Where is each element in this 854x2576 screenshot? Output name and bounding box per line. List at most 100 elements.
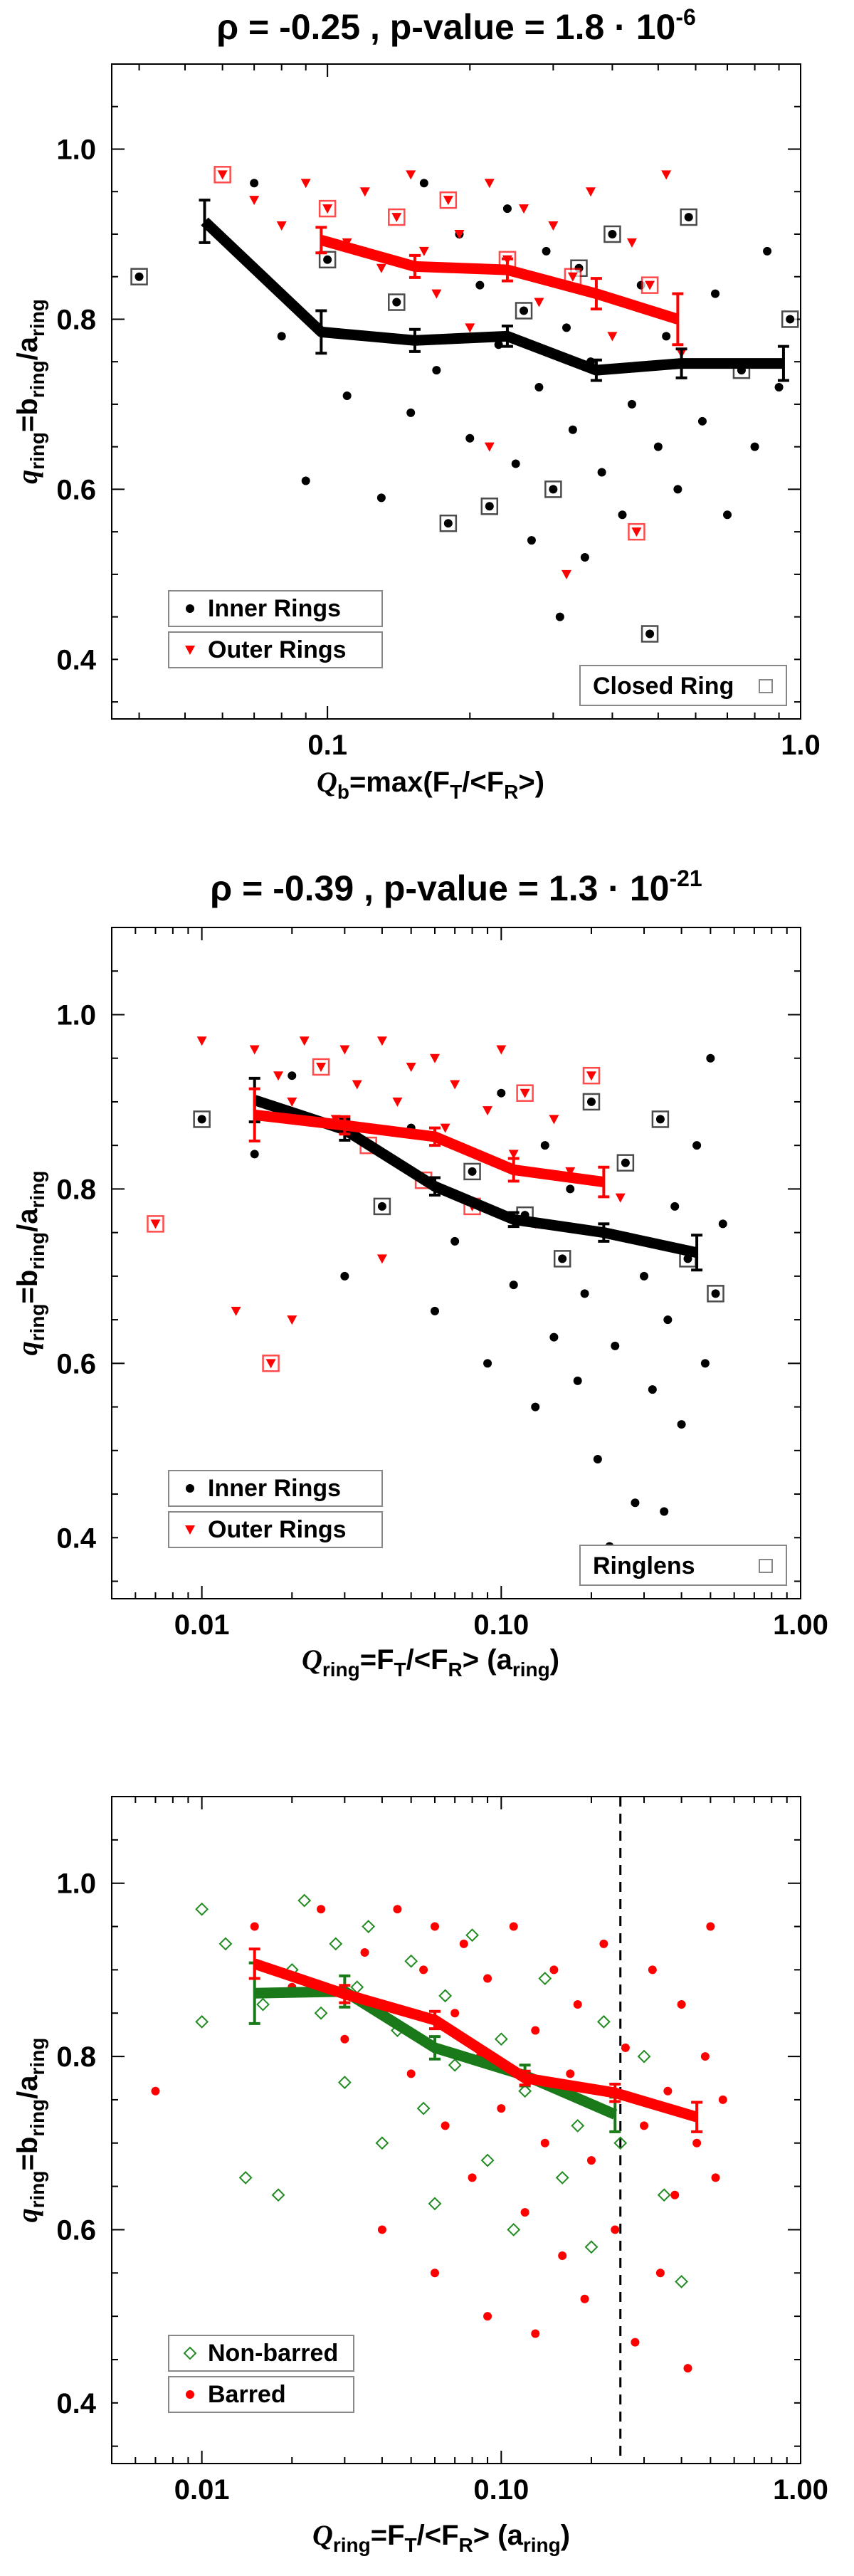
scatter-point — [774, 383, 784, 392]
scatter-point — [786, 315, 795, 324]
scatter-point — [448, 2058, 462, 2072]
scatter-point — [342, 391, 352, 400]
scatter-point — [568, 425, 577, 434]
scatter-point — [627, 399, 636, 409]
scatter-point — [531, 2026, 540, 2035]
scatter-point — [256, 1997, 270, 2012]
scatter-point — [520, 306, 529, 315]
y-tick-label: 0.8 — [56, 304, 96, 335]
scatter-point — [520, 1088, 530, 1098]
scatter-point — [150, 1219, 161, 1229]
scatter-point — [711, 289, 720, 298]
scatter-point — [542, 246, 551, 256]
closed-ring-key-label: Closed Ring — [593, 673, 734, 700]
scatter-point — [196, 1036, 207, 1046]
scatter-point — [465, 1928, 479, 1942]
scatter-point — [250, 179, 259, 188]
scatter-point — [483, 1974, 492, 1983]
scatter-point — [509, 1281, 518, 1290]
scatter-point — [608, 229, 617, 238]
scatter-point — [618, 510, 627, 520]
plot-data — [147, 1036, 727, 1551]
scatter-point — [340, 1271, 349, 1281]
scatter-point — [431, 289, 442, 299]
scatter-point — [566, 1184, 575, 1194]
scatter-point — [151, 2086, 160, 2096]
y-axis-label: qring=bring/aring — [11, 1171, 48, 1356]
scatter-point — [584, 2240, 599, 2254]
scatter-point — [562, 323, 571, 332]
scatter-point — [323, 255, 332, 264]
scatter-point — [613, 2136, 628, 2150]
scatter-point — [549, 1332, 559, 1342]
scatter-point — [496, 1045, 507, 1055]
legend-marker — [183, 2346, 197, 2360]
scatter-point — [670, 2190, 680, 2199]
scatter-point — [301, 476, 310, 485]
y-tick-label: 0.4 — [56, 2388, 96, 2419]
scatter-point — [645, 280, 655, 290]
scatter-point — [465, 323, 475, 333]
legend-label: Barred — [208, 2381, 286, 2408]
scatter-point — [660, 1507, 669, 1516]
scatter-point — [393, 1905, 402, 1914]
scatter-point — [406, 408, 416, 417]
scatter-point — [468, 2173, 477, 2182]
closed-ring-key-box — [579, 665, 787, 706]
scatter-point — [428, 2197, 442, 2211]
scatter-point — [497, 2104, 506, 2113]
scatter-point — [231, 1306, 241, 1316]
scatter-point — [593, 1455, 602, 1464]
scatter-point — [340, 2034, 349, 2044]
scatter-point — [468, 1167, 477, 1176]
scatter-point — [249, 1045, 260, 1055]
legend-label: Inner Rings — [208, 1475, 341, 1502]
legend-box — [168, 1511, 383, 1548]
scatter-point — [534, 383, 544, 392]
x-tick-label: 0.10 — [473, 1609, 529, 1641]
scatter-point — [657, 2188, 671, 2202]
y-axis-label: qring=bring/aring — [11, 299, 48, 484]
scatter-point — [329, 1937, 343, 1951]
scatter-point — [430, 1922, 439, 1931]
scatter-point — [637, 2049, 651, 2064]
scatter-point — [692, 2138, 702, 2147]
scatter-point — [502, 204, 512, 214]
scatter-point — [416, 2101, 431, 2115]
scatter-point — [750, 442, 759, 451]
scatter-point — [718, 2095, 727, 2104]
scatter-point — [509, 1922, 518, 1931]
scatter-point — [626, 238, 637, 248]
scatter-point — [692, 1141, 702, 1150]
x-axis-label: Qring=FT/<FR> (aring) — [302, 1644, 559, 1681]
scatter-point — [561, 569, 571, 579]
scatter-point — [195, 1902, 209, 1916]
scatter-point — [540, 2138, 549, 2147]
scatter-point — [406, 1062, 416, 1072]
scatter-point — [317, 1905, 326, 1914]
closed-ring-key-label: Ringlens — [593, 1552, 695, 1579]
scatter-point — [450, 2009, 460, 2018]
scatter-point — [494, 340, 503, 349]
scatter-point — [419, 179, 428, 188]
scatter-point — [670, 1202, 680, 1211]
scatter-point — [555, 612, 564, 621]
scatter-point — [711, 2173, 720, 2182]
closed-ring-key-icon — [759, 1559, 773, 1573]
scatter-point — [480, 2153, 495, 2167]
scatter-point — [534, 298, 544, 307]
scatter-point — [548, 221, 559, 231]
scatter-point — [287, 1097, 297, 1107]
scatter-point — [507, 2223, 521, 2236]
x-tick-label: 1.00 — [773, 2474, 828, 2506]
scatter-point — [376, 263, 386, 273]
x-axis-label: Qb=max(FT/<FR>) — [317, 766, 544, 803]
scatter-point — [655, 1115, 665, 1124]
scatter-point — [661, 170, 672, 180]
chart-title: ρ = -0.39 , p-value = 1.3 · 10-21 — [210, 866, 702, 908]
scatter-point — [238, 2171, 253, 2185]
scatter-point — [391, 213, 402, 223]
scatter-point — [631, 2338, 640, 2347]
scatter-point — [718, 1219, 727, 1229]
